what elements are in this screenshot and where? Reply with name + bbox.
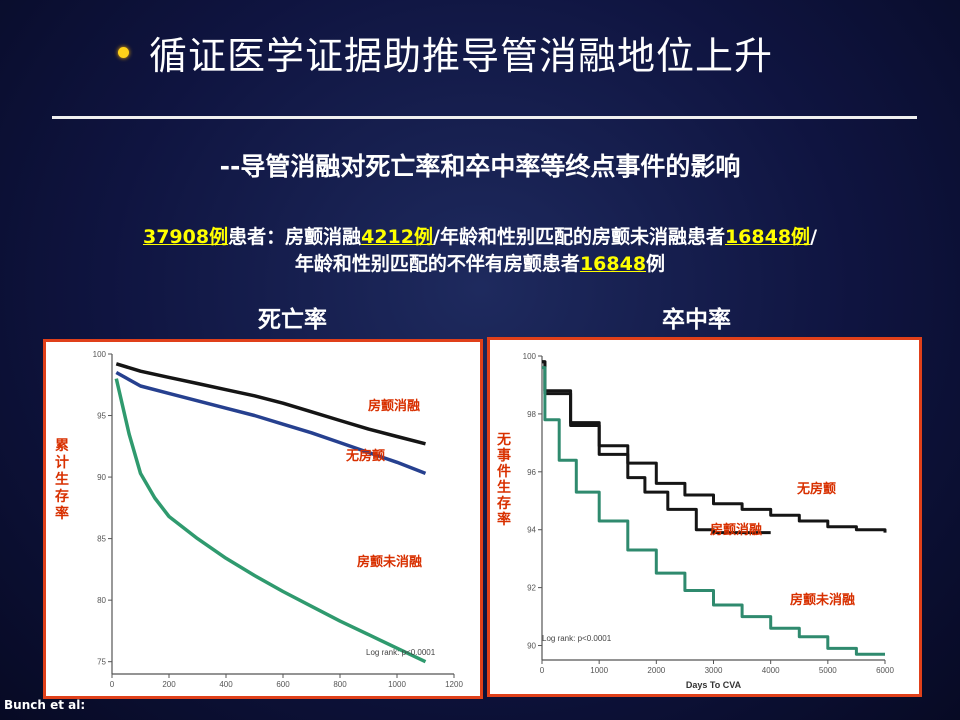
x-tick-label: 1200 <box>445 680 463 689</box>
x-axis-label: Days To CVA <box>686 680 742 690</box>
series-line <box>115 362 426 446</box>
y-axis-label-char: 率 <box>55 505 69 522</box>
y-axis-label-char: 存 <box>497 495 511 512</box>
stroke-header: 卒中率 <box>662 307 731 333</box>
desc-text-1: 患者： <box>228 226 286 248</box>
y-axis-label-char: 生 <box>55 471 69 488</box>
y-tick-label: 75 <box>97 658 106 667</box>
total-patients-count: 37908例 <box>142 226 229 248</box>
y-tick-label: 98 <box>527 410 536 419</box>
x-tick-label: 6000 <box>876 666 894 675</box>
series-label: 房颤未消融 <box>790 592 855 608</box>
citation: Bunch et al: <box>4 698 86 712</box>
y-tick-label: 100 <box>93 350 107 359</box>
series-line <box>542 366 885 656</box>
desc-text-4: / <box>810 226 818 248</box>
x-tick-label: 1000 <box>388 680 406 689</box>
y-tick-label: 85 <box>97 535 106 544</box>
y-axis-label-char: 事 <box>497 447 511 464</box>
x-tick-label: 2000 <box>647 666 665 675</box>
series-line <box>114 378 427 664</box>
series-label: 无房颤 <box>345 448 385 464</box>
series-line <box>542 360 887 533</box>
y-tick-label: 100 <box>523 352 537 361</box>
x-tick-label: 1000 <box>590 666 608 675</box>
title-divider <box>52 116 917 119</box>
y-axis-label-char: 率 <box>497 511 511 528</box>
x-tick-label: 4000 <box>762 666 780 675</box>
desc-text-2: 房颤消融 <box>285 226 362 248</box>
study-description-line2: 年龄和性别匹配的不伴有房颤患者16848例 <box>0 249 960 276</box>
desc-text-5: 年龄和性别匹配的不伴有房颤患者 <box>294 253 580 275</box>
y-tick-label: 96 <box>527 468 536 477</box>
slide-subtitle: --导管消融对死亡率和卒中率等终点事件的影响 <box>219 152 741 181</box>
y-axis-label-char: 件 <box>497 463 511 480</box>
bullet-icon <box>118 46 129 58</box>
series-line <box>542 360 771 535</box>
desc-text-6: 例 <box>646 253 666 275</box>
y-axis-label-char: 累 <box>55 438 69 454</box>
x-tick-label: 800 <box>333 680 347 689</box>
mortality-chart-panel: 75 80 85 90 95 100 0 200 400 600 800 1000 1200 累计生存率房… <box>43 339 483 699</box>
x-tick-label: 200 <box>162 680 176 689</box>
x-tick-label: 400 <box>219 680 233 689</box>
y-tick-label: 94 <box>527 526 536 535</box>
y-tick-label: 95 <box>97 412 106 421</box>
series-line <box>115 370 427 476</box>
study-description-line1: 37908例患者：房颤消融4212例/年龄和性别匹配的房颤未消融患者16848例… <box>0 222 960 249</box>
chart-annotation: Log rank: p<0.0001 <box>366 648 436 657</box>
x-tick-label: 5000 <box>819 666 837 675</box>
y-axis-label-char: 计 <box>55 454 69 471</box>
chart-annotation: Log rank: p<0.0001 <box>542 634 612 643</box>
y-tick-label: 80 <box>97 596 106 605</box>
series-label: 房颤消融 <box>368 398 420 414</box>
series-label: 房颤未消融 <box>357 554 422 570</box>
mortality-header: 死亡率 <box>258 307 327 333</box>
y-axis-label-char: 存 <box>55 488 69 505</box>
af-no-ablation-count: 16848例 <box>724 226 811 248</box>
series-label: 无房颤 <box>796 481 836 497</box>
series-label: 房颤消融 <box>710 522 762 538</box>
no-af-count: 16848 <box>579 253 647 275</box>
desc-text-3: /年龄和性别匹配的房颤未消融患者 <box>433 226 725 248</box>
y-tick-label: 90 <box>97 473 106 482</box>
x-tick-label: 0 <box>110 680 115 689</box>
stroke-chart-panel: 90 92 94 96 98 100 0 1000 2000 3000 4000 5000 6000 无事… <box>487 337 922 697</box>
ablation-count: 4212例 <box>361 226 433 248</box>
x-tick-label: 0 <box>540 666 545 675</box>
y-axis-label-char: 生 <box>497 479 511 496</box>
slide-title: 循证医学证据助推导管消融地位上升 <box>118 22 773 82</box>
y-tick-label: 90 <box>527 642 536 651</box>
slide-title-text: 循证医学证据助推导管消融地位上升 <box>149 33 774 78</box>
y-tick-label: 92 <box>527 584 536 593</box>
y-axis-label-char: 无 <box>496 432 511 448</box>
x-tick-label: 600 <box>276 680 290 689</box>
x-tick-label: 3000 <box>705 666 723 675</box>
